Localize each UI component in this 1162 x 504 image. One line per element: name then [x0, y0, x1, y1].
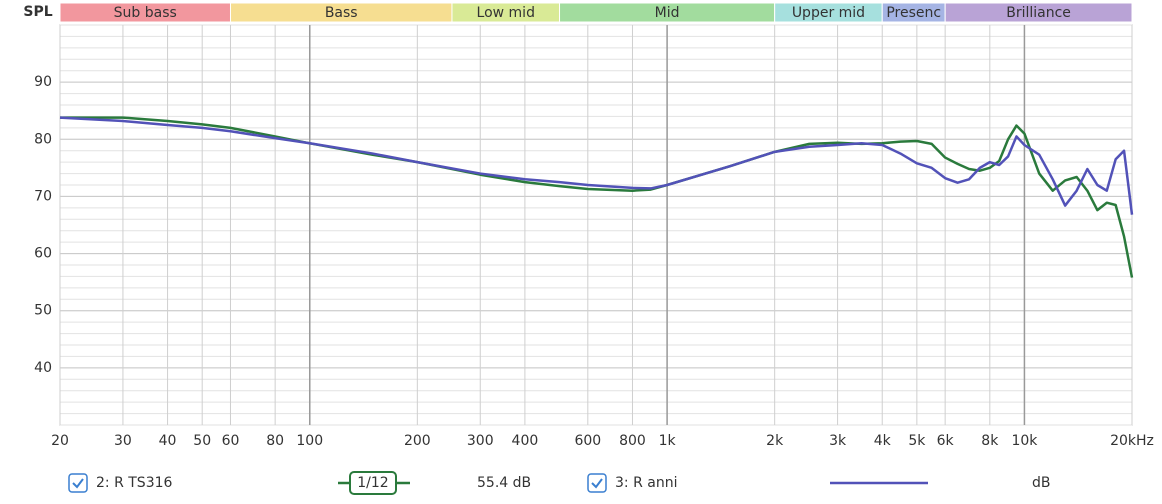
y-tick-label: 70	[34, 188, 52, 204]
x-tick-label: 8k	[981, 433, 999, 449]
x-tick-label: 10k	[1011, 433, 1038, 449]
x-tick-label: 3k	[829, 433, 847, 449]
y-tick-label: 60	[34, 246, 52, 262]
x-tick-label: 4k	[874, 433, 892, 449]
x-tick-label: 5k	[908, 433, 926, 449]
x-tick-label: 6k	[937, 433, 955, 449]
x-tick-label: 200	[404, 433, 431, 449]
band-label: Brilliance	[1006, 5, 1071, 21]
y-tick-label: 40	[34, 360, 52, 376]
band	[944, 2, 1133, 23]
band-label: Presenc	[886, 5, 941, 21]
x-tick-label: 20	[51, 433, 69, 449]
x-tick-label: 800	[619, 433, 646, 449]
x-tick-label: 20kHz	[1110, 433, 1154, 449]
x-tick-label: 600	[574, 433, 601, 449]
plot-area	[59, 24, 1133, 426]
readout: dB	[1032, 475, 1051, 491]
x-tick-label: 30	[114, 433, 132, 449]
band-label: Mid	[655, 5, 680, 21]
x-tick-label: 300	[467, 433, 494, 449]
legend-label: 3: R anni	[615, 475, 677, 491]
x-tick-label: 80	[266, 433, 284, 449]
y-tick-label: 80	[34, 131, 52, 147]
y-tick-label: 90	[34, 74, 52, 90]
x-tick-label: 60	[222, 433, 240, 449]
y-tick-label: 50	[34, 303, 52, 319]
x-tick-label: 100	[296, 433, 323, 449]
band-label: Sub bass	[114, 5, 177, 21]
x-tick-label: 2k	[766, 433, 784, 449]
y-axis-label: SPL	[23, 4, 52, 20]
readout: 55.4 dB	[477, 475, 531, 491]
checkmark	[591, 478, 603, 489]
band-label: Low mid	[477, 5, 535, 21]
legend-label: 2: R TS316	[96, 475, 173, 491]
checkbox[interactable]	[587, 473, 607, 493]
band-label: Upper mid	[792, 5, 865, 21]
x-tick-label: 40	[159, 433, 177, 449]
smoothing-label: 1/12	[357, 475, 388, 491]
x-tick-label: 1k	[659, 433, 677, 449]
series-line	[59, 116, 1134, 215]
checkmark	[72, 478, 84, 489]
x-tick-label: 50	[193, 433, 211, 449]
checkbox[interactable]	[68, 473, 88, 493]
smoothing-box[interactable]	[349, 471, 397, 495]
band-label: Bass	[325, 5, 358, 21]
x-tick-label: 400	[512, 433, 539, 449]
